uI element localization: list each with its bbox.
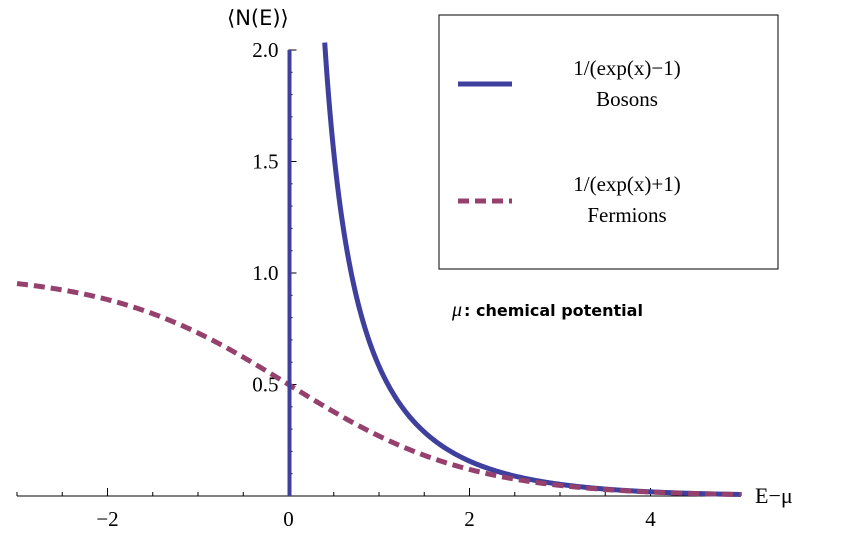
legend-box [438,14,779,270]
series-layer [16,42,743,498]
annotation-mu-symbol: μ [451,299,462,321]
annotation-text: : chemical potential [464,301,643,320]
series-line-fermions [16,281,742,498]
y-axis-label: ⟨N(E)⟩ [227,6,289,30]
x-axis-label: E−μ [755,483,793,508]
y-tick-label: 1.5 [252,150,278,174]
legend-name-fermions: Fermions [587,203,666,227]
legend: 1/(exp(x)−1) Bosons 1/(exp(x)+1) Fermion… [438,14,779,270]
x-tick-label: −2 [96,507,118,531]
x-tick-label: 0 [283,507,294,531]
y-tick-label: 1.0 [252,261,278,285]
ticks: −2 0 2 40.51.01.52.0 [16,38,742,531]
legend-formula-bosons: 1/(exp(x)−1) [573,56,680,80]
annotation: μ : chemical potential [451,299,643,321]
legend-name-bosons: Bosons [596,87,658,111]
legend-formula-fermions: 1/(exp(x)+1) [573,172,680,196]
x-tick-label: 4 [645,507,656,531]
x-tick-label: 2 [464,507,475,531]
y-tick-label: 2.0 [252,38,278,62]
